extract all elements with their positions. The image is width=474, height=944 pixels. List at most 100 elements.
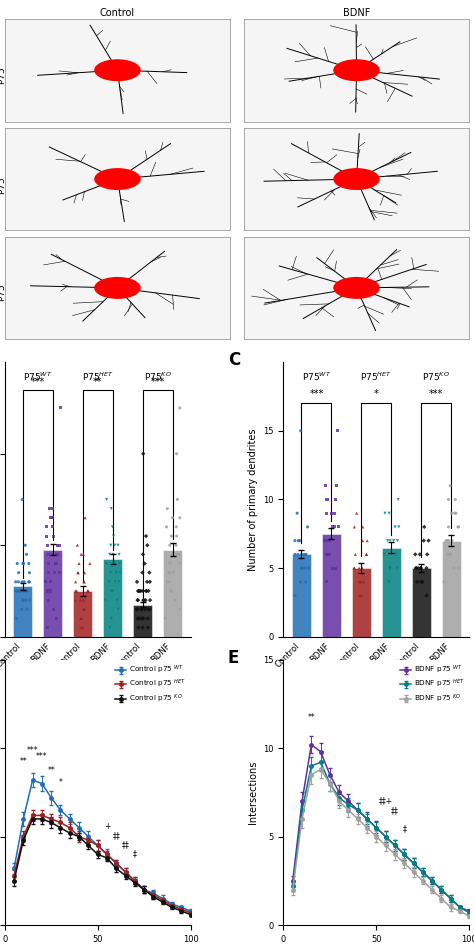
Point [139,583,146,598]
Point [79,620,86,635]
Point [352,547,359,562]
Point [49,510,56,525]
Point [110,529,118,544]
Point [47,510,55,525]
Point [169,547,177,562]
Point [77,611,84,626]
Point [109,519,116,534]
Point [359,533,366,548]
Circle shape [334,60,379,80]
Point [19,593,27,608]
Point [53,611,60,626]
Point [386,561,394,576]
Point [109,547,117,562]
Point [168,583,176,598]
Point [103,492,110,507]
Point [135,620,142,635]
Point [322,574,330,589]
Point [425,533,432,548]
Point [134,611,141,626]
Point [294,547,302,562]
Point [25,556,33,571]
Point [138,601,146,616]
Point [108,611,115,626]
Point [321,533,328,548]
Circle shape [95,60,140,80]
Text: P75$^{KO}$: P75$^{KO}$ [422,370,450,383]
Point [444,547,452,562]
Point [141,556,148,571]
Point [440,574,448,589]
Point [50,565,58,581]
Y-axis label: Number of primary dendrites: Number of primary dendrites [248,429,258,571]
Point [167,583,174,598]
Point [55,538,63,553]
Bar [352,568,371,637]
Circle shape [95,169,140,190]
Point [142,583,150,598]
Point [385,574,392,589]
Point [80,574,88,589]
Point [115,547,123,562]
Point [363,547,370,562]
Point [325,547,333,562]
Point [80,574,88,589]
Point [16,583,23,598]
Bar [13,586,32,637]
Point [446,547,453,562]
Point [356,588,363,603]
Point [115,601,122,616]
Point [335,519,342,534]
Point [291,533,299,548]
Point [146,601,154,616]
Point [80,593,87,608]
Point [423,588,430,603]
Point [411,547,419,562]
Point [52,556,60,571]
Point [386,533,394,548]
Point [363,547,370,562]
Text: P75$^{WT}$: P75$^{WT}$ [301,370,331,383]
Point [445,519,452,534]
Point [107,538,115,553]
Text: ***: *** [31,377,45,387]
Point [133,574,141,589]
Point [48,519,56,534]
Point [141,601,149,616]
Point [332,492,339,507]
Point [102,556,110,571]
Point [78,611,86,626]
Point [102,593,109,608]
Point [423,561,430,576]
Point [442,533,450,548]
Point [18,574,26,589]
Point [26,574,33,589]
Point [356,574,363,589]
Point [133,601,140,616]
Text: E: E [228,649,239,667]
Point [18,601,26,616]
Point [360,574,367,589]
Point [81,565,88,581]
Text: C: C [228,351,240,369]
Point [417,561,425,576]
Point [142,529,150,544]
Bar [103,559,122,637]
Point [451,506,458,521]
Text: +: + [104,822,110,832]
Point [139,447,147,462]
Point [381,547,388,562]
Point [351,519,358,534]
Point [172,593,179,608]
Point [445,533,453,548]
Point [420,533,428,548]
Bar [43,549,63,637]
Point [298,561,305,576]
Point [24,583,31,598]
Point [44,583,51,598]
Point [135,583,142,598]
Point [140,593,147,608]
Point [455,561,463,576]
Point [136,611,143,626]
Text: ‡‡: ‡‡ [122,840,129,849]
